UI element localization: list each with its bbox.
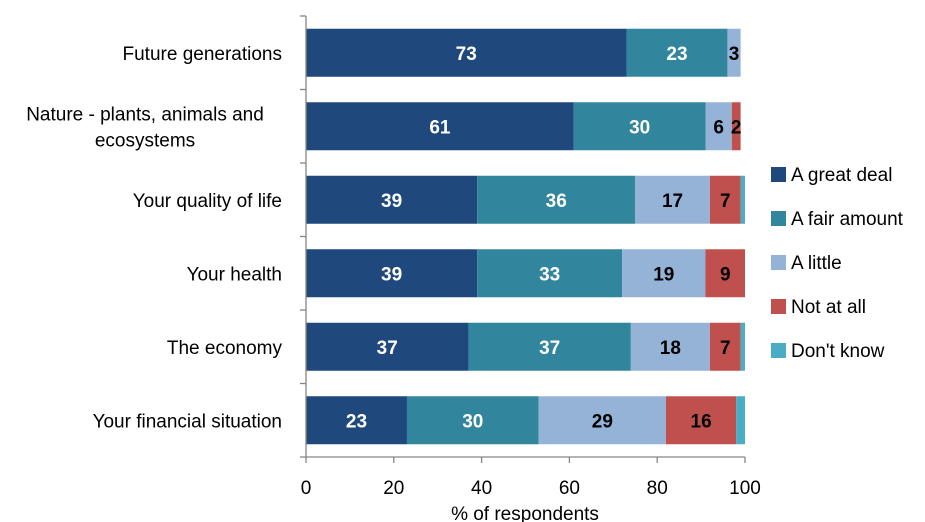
x-tick-label: 0 [301,478,312,499]
bar-segment [573,102,706,151]
data-label: 19 [653,264,674,285]
x-tick-label: 60 [559,478,580,499]
bar-segment [306,322,469,371]
bar-segment [306,249,478,298]
data-label: 61 [429,117,451,138]
data-label: 23 [346,411,367,432]
bar-segment [665,396,737,445]
legend-label: Don't know [791,341,885,362]
bar-segment [705,102,732,151]
data-label: 3 [729,44,740,65]
data-label: 37 [539,338,560,359]
data-label: 18 [660,338,681,359]
bar-segment [477,249,623,298]
legend-swatch [771,167,786,182]
data-label: 2 [731,117,742,138]
bars-layer: 73 23 3 61 30 6 2 39 36 17 7 39 33 19 9 37 37 18 7 23 30 29 16 [306,28,745,445]
data-label: 39 [381,191,402,212]
category-label: Your financial situation [93,411,282,432]
bar-segment [477,175,636,224]
data-label: 6 [713,117,724,138]
category-label: Your health [187,264,282,285]
data-label: 16 [691,411,712,432]
data-label: 37 [377,338,398,359]
category-label: Future generations [123,44,283,65]
bar-segment [626,28,728,77]
category-label: Your quality of life [133,191,282,212]
bar-segment [306,28,627,77]
legend-label: A little [791,253,842,274]
legend-swatch [771,299,786,314]
data-label: 36 [546,191,567,212]
x-tick-label: 20 [383,478,404,499]
bar-segment [622,249,706,298]
data-label: 7 [720,338,731,359]
x-tick-label: 40 [471,478,492,499]
data-label: 17 [662,191,683,212]
x-tick-label: 100 [729,478,761,499]
bar-segment [740,175,745,224]
legend-swatch [771,211,786,226]
bar-segment [635,175,710,224]
category-label: The economy [167,338,283,359]
data-label: 7 [720,191,731,212]
bar-segment [468,322,631,371]
x-axis-title: % of respondents [451,504,599,522]
legend: A great deal A fair amount A little Not at … [771,165,904,362]
bar-segment [740,322,745,371]
data-label: 30 [462,411,483,432]
bar-segment [538,396,666,445]
bar-segment [727,28,741,77]
category-labels: Future generations Nature - plants, anima… [26,44,282,433]
legend-swatch [771,343,786,358]
bar-segment [306,102,574,151]
data-label: 30 [629,117,650,138]
legend-label: A great deal [791,165,892,186]
data-label: 73 [456,44,477,65]
data-label: 39 [381,264,402,285]
legend-label: Not at all [791,297,866,318]
data-label: 23 [666,44,687,65]
category-label: Nature - plants, animals and [26,104,264,125]
bar-segment [709,175,741,224]
bar-segment [709,322,741,371]
data-label: 33 [539,264,560,285]
data-label: 29 [592,411,613,432]
x-tick-labels: 0 20 40 60 80 100 [301,478,761,499]
legend-swatch [771,255,786,270]
category-label: ecosystems [95,130,195,151]
bar-segment [705,249,745,298]
bar-segment [406,396,539,445]
axes-layer [300,15,746,463]
bar-segment [306,396,407,445]
data-label: 9 [720,264,731,285]
bar-segment [731,102,741,151]
bar-segment [630,322,710,371]
bar-segment [736,396,745,445]
bar-segment [306,175,478,224]
x-tick-label: 80 [647,478,668,499]
legend-label: A fair amount [791,209,904,230]
